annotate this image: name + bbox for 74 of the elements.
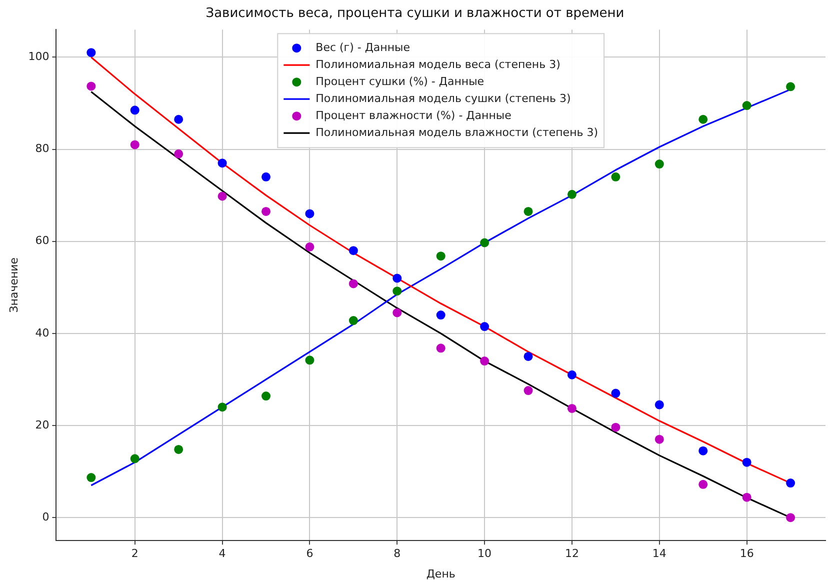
point [392, 308, 402, 318]
point [305, 242, 314, 252]
x-tick-label: 2 [131, 547, 138, 560]
legend-label: Процент сушки (%) - Данные [316, 74, 484, 88]
point [742, 492, 752, 502]
point [524, 386, 533, 396]
point [786, 82, 796, 92]
point [742, 101, 752, 110]
point [567, 404, 576, 413]
x-tick-label: 4 [218, 547, 226, 560]
y-tick-label: 80 [35, 142, 50, 156]
y-tick-label: 40 [35, 326, 50, 340]
point [86, 48, 96, 58]
point [262, 172, 271, 182]
legend-label: Полиномиальная модель влажности (степень 3) [316, 126, 598, 139]
point [742, 458, 752, 467]
chart-title: Зависимость веса, процента сушки и влажности от времени [206, 6, 624, 22]
point [698, 480, 708, 489]
x-tick-label: 6 [306, 547, 314, 560]
point [174, 149, 184, 158]
point [305, 209, 314, 218]
x-tick-label: 14 [652, 547, 666, 560]
point [567, 190, 576, 199]
point [262, 392, 271, 401]
point [524, 352, 533, 361]
point [218, 192, 227, 201]
point [786, 478, 796, 488]
point [218, 402, 227, 412]
y-tick-label: 0 [42, 510, 50, 524]
point [218, 158, 227, 168]
y-axis-title: Значение [7, 257, 20, 313]
point [698, 114, 708, 124]
point [654, 434, 664, 444]
legend-label: Полиномиальная модель сушки (степень 3) [316, 92, 571, 105]
x-tick-label: 16 [740, 547, 754, 560]
point [392, 274, 402, 283]
point [611, 422, 620, 432]
point [567, 370, 576, 380]
point [436, 310, 446, 320]
x-tick-label: 8 [394, 547, 401, 560]
point [262, 206, 271, 216]
point [654, 160, 664, 169]
point [480, 356, 490, 366]
legend-label: Процент влажности (%) - Данные [316, 108, 512, 122]
point [348, 279, 358, 288]
x-tick-label: 12 [564, 547, 579, 560]
point [305, 356, 314, 365]
point [130, 454, 140, 464]
x-axis-title: День [426, 567, 456, 580]
y-tick-label: 60 [35, 234, 50, 248]
point [611, 388, 620, 398]
point [392, 286, 402, 296]
point [436, 252, 446, 261]
point [130, 106, 140, 115]
point [698, 446, 708, 456]
point [86, 82, 96, 91]
point [174, 444, 184, 454]
point [654, 400, 664, 410]
legend-label: Вес (г) - Данные [316, 40, 410, 54]
point [130, 140, 140, 150]
point [174, 114, 184, 124]
y-tick-label: 100 [28, 50, 50, 64]
point [86, 473, 96, 482]
point [524, 206, 533, 216]
point [611, 172, 620, 182]
y-tick-label: 20 [35, 418, 50, 432]
point [480, 322, 490, 332]
point [480, 238, 490, 248]
point [786, 513, 796, 522]
point [348, 246, 358, 256]
point [436, 344, 446, 353]
x-tick-label: 10 [478, 547, 492, 560]
legend-label: Полиномиальная модель веса (степень 3) [316, 58, 560, 71]
point [348, 316, 358, 326]
